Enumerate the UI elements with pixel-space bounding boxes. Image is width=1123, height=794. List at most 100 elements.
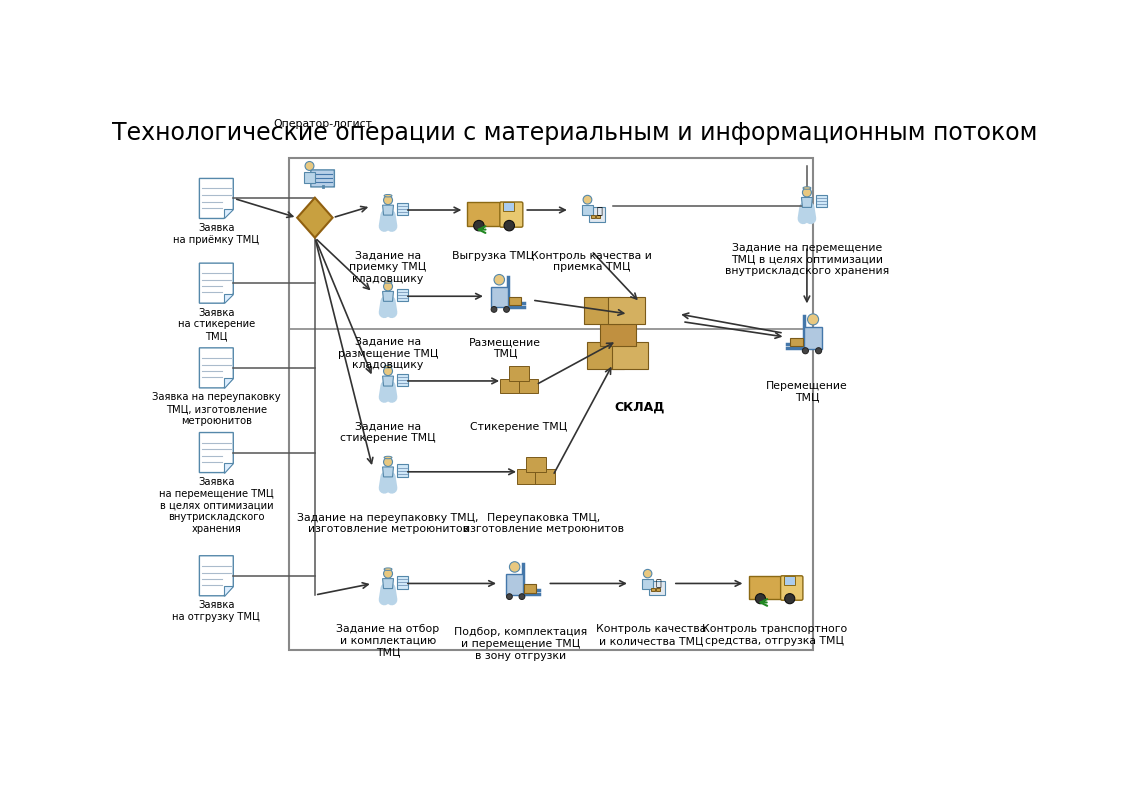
Circle shape <box>504 221 514 231</box>
Polygon shape <box>491 287 508 307</box>
Circle shape <box>503 306 510 312</box>
Ellipse shape <box>384 457 392 459</box>
Circle shape <box>506 594 512 599</box>
Ellipse shape <box>384 281 392 283</box>
Polygon shape <box>506 574 523 595</box>
Text: СКЛАД: СКЛАД <box>614 400 665 413</box>
Circle shape <box>305 161 314 171</box>
Polygon shape <box>396 289 408 302</box>
FancyBboxPatch shape <box>612 342 648 368</box>
Polygon shape <box>383 291 393 302</box>
Text: 🔍: 🔍 <box>596 205 602 215</box>
Ellipse shape <box>803 187 811 189</box>
Circle shape <box>474 221 484 231</box>
Polygon shape <box>383 376 393 386</box>
FancyBboxPatch shape <box>791 337 803 346</box>
Circle shape <box>494 275 504 285</box>
Text: Подбор, комплектация
и перемещение ТМЦ
в зону отгрузки: Подбор, комплектация и перемещение ТМЦ в… <box>454 627 587 661</box>
Text: Стикерение ТМЦ: Стикерение ТМЦ <box>471 422 567 432</box>
FancyBboxPatch shape <box>524 584 536 592</box>
FancyBboxPatch shape <box>596 214 600 218</box>
FancyBboxPatch shape <box>749 576 782 599</box>
Text: Задание на
приемку ТМЦ
кладовщику: Задание на приемку ТМЦ кладовщику <box>349 251 427 284</box>
Circle shape <box>384 569 393 578</box>
Text: 🔍: 🔍 <box>656 579 661 588</box>
Circle shape <box>491 306 497 312</box>
Ellipse shape <box>384 365 392 368</box>
Circle shape <box>815 348 822 354</box>
FancyBboxPatch shape <box>311 170 335 187</box>
Polygon shape <box>815 195 827 207</box>
FancyBboxPatch shape <box>509 366 529 380</box>
Text: Задание на
размещение ТМЦ
кладовщику: Задание на размещение ТМЦ кладовщику <box>338 337 438 370</box>
Polygon shape <box>383 205 393 215</box>
Polygon shape <box>383 467 393 477</box>
Text: Задание на отбор
и комплектацию
ТМЦ: Задание на отбор и комплектацию ТМЦ <box>337 624 440 657</box>
Polygon shape <box>396 464 408 477</box>
Polygon shape <box>200 433 234 472</box>
Circle shape <box>519 594 524 599</box>
Polygon shape <box>383 579 393 588</box>
FancyArrowPatch shape <box>478 226 485 233</box>
Polygon shape <box>200 348 234 388</box>
FancyBboxPatch shape <box>592 214 595 218</box>
Text: Задание на
стикерение ТМЦ: Задание на стикерение ТМЦ <box>340 422 436 443</box>
Polygon shape <box>804 327 822 349</box>
Text: Заявка
на отгрузку ТМЦ: Заявка на отгрузку ТМЦ <box>173 600 261 622</box>
FancyBboxPatch shape <box>588 207 605 222</box>
Polygon shape <box>200 556 234 596</box>
Circle shape <box>803 188 812 197</box>
Circle shape <box>583 195 592 204</box>
Text: Выгрузка ТМЦ: Выгрузка ТМЦ <box>453 251 535 260</box>
Text: Контроль качества и
приемка ТМЦ: Контроль качества и приемка ТМЦ <box>531 251 651 272</box>
Circle shape <box>384 457 393 466</box>
FancyBboxPatch shape <box>584 297 620 324</box>
Text: Контроль транспортного
средства, отгрузка ТМЦ: Контроль транспортного средства, отгрузк… <box>702 624 847 646</box>
Circle shape <box>807 314 819 325</box>
Polygon shape <box>223 463 234 472</box>
Polygon shape <box>298 198 332 237</box>
FancyBboxPatch shape <box>784 576 795 585</box>
Circle shape <box>384 367 393 376</box>
FancyArrowPatch shape <box>760 599 767 606</box>
Circle shape <box>802 348 809 354</box>
FancyBboxPatch shape <box>649 581 665 595</box>
Text: Задание на перемещение
ТМЦ в целях оптимизации
внутрискладского хранения: Задание на перемещение ТМЦ в целях оптим… <box>724 243 889 276</box>
Polygon shape <box>396 374 408 386</box>
FancyBboxPatch shape <box>519 379 538 393</box>
Text: Контроль качества
и количества ТМЦ: Контроль качества и количества ТМЦ <box>596 624 706 646</box>
Polygon shape <box>223 294 234 303</box>
Polygon shape <box>200 179 234 218</box>
FancyBboxPatch shape <box>536 469 555 484</box>
Circle shape <box>510 561 520 572</box>
Text: Заявка на переупаковку
ТМЦ, изготовление
метроюнитов: Заявка на переупаковку ТМЦ, изготовление… <box>152 392 281 426</box>
Text: Перемещение
ТМЦ: Перемещение ТМЦ <box>766 381 848 403</box>
Ellipse shape <box>384 568 392 570</box>
Text: Заявка
на перемещение ТМЦ
в целях оптимизации
внутрискладского
хранения: Заявка на перемещение ТМЦ в целях оптими… <box>159 477 274 534</box>
Polygon shape <box>200 263 234 303</box>
Polygon shape <box>396 576 408 588</box>
FancyBboxPatch shape <box>500 202 523 227</box>
Polygon shape <box>396 202 408 215</box>
FancyBboxPatch shape <box>527 457 546 472</box>
Circle shape <box>643 569 651 578</box>
FancyBboxPatch shape <box>656 588 659 591</box>
Circle shape <box>785 594 795 603</box>
Polygon shape <box>223 586 234 596</box>
FancyBboxPatch shape <box>609 297 645 324</box>
Polygon shape <box>223 379 234 388</box>
FancyBboxPatch shape <box>509 297 521 306</box>
FancyBboxPatch shape <box>587 342 623 368</box>
FancyBboxPatch shape <box>600 319 636 346</box>
FancyBboxPatch shape <box>651 588 655 591</box>
FancyBboxPatch shape <box>517 469 537 484</box>
Circle shape <box>384 282 393 291</box>
FancyBboxPatch shape <box>780 576 803 600</box>
Circle shape <box>384 195 393 205</box>
Text: Заявка
на приёмку ТМЦ: Заявка на приёмку ТМЦ <box>173 223 259 245</box>
Text: Размещение
ТМЦ: Размещение ТМЦ <box>469 337 541 359</box>
FancyBboxPatch shape <box>500 379 519 393</box>
Text: Заявка
на стикерение
ТМЦ: Заявка на стикерение ТМЦ <box>177 308 255 341</box>
Ellipse shape <box>384 195 392 197</box>
Text: Переупаковка ТМЦ,
изготовление метроюнитов: Переупаковка ТМЦ, изготовление метроюнит… <box>463 513 624 534</box>
